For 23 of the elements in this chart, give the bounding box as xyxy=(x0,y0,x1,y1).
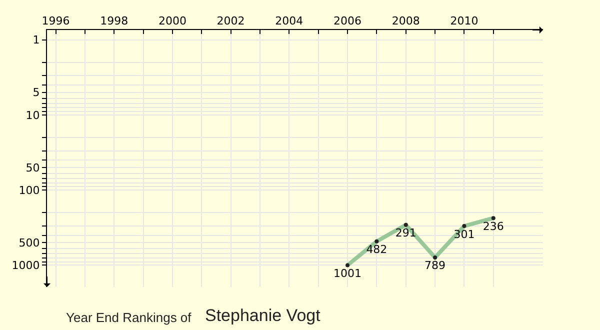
x-tick-label: 2000 xyxy=(158,14,186,28)
y-tick-label: 50 xyxy=(26,161,40,174)
data-label: 236 xyxy=(482,220,504,233)
x-tick-label: 2008 xyxy=(392,14,420,28)
y-tick-label: 100 xyxy=(18,184,40,197)
y-tick-label: 10 xyxy=(26,108,40,122)
x-tick-label: 1996 xyxy=(42,14,70,28)
data-label: 291 xyxy=(395,226,416,240)
x-tick-label: 2004 xyxy=(275,14,304,28)
data-label: 1001 xyxy=(334,266,362,280)
y-tick-label: 5 xyxy=(32,86,40,100)
data-label: 789 xyxy=(424,259,446,272)
text: Stephanie Vogt xyxy=(205,306,321,325)
data-label: 301 xyxy=(454,228,475,241)
x-tick-label: 2010 xyxy=(450,14,478,28)
y-tick-label: 1 xyxy=(32,34,40,47)
text: Year End Rankings of xyxy=(66,310,192,325)
x-tick-label: 2002 xyxy=(216,14,245,28)
y-tick-label: 1000 xyxy=(12,259,40,272)
x-tick-label: 1998 xyxy=(100,14,128,28)
y-tick-label: 500 xyxy=(18,236,40,250)
x-tick-label: 2006 xyxy=(334,14,362,28)
data-label: 482 xyxy=(366,243,388,256)
